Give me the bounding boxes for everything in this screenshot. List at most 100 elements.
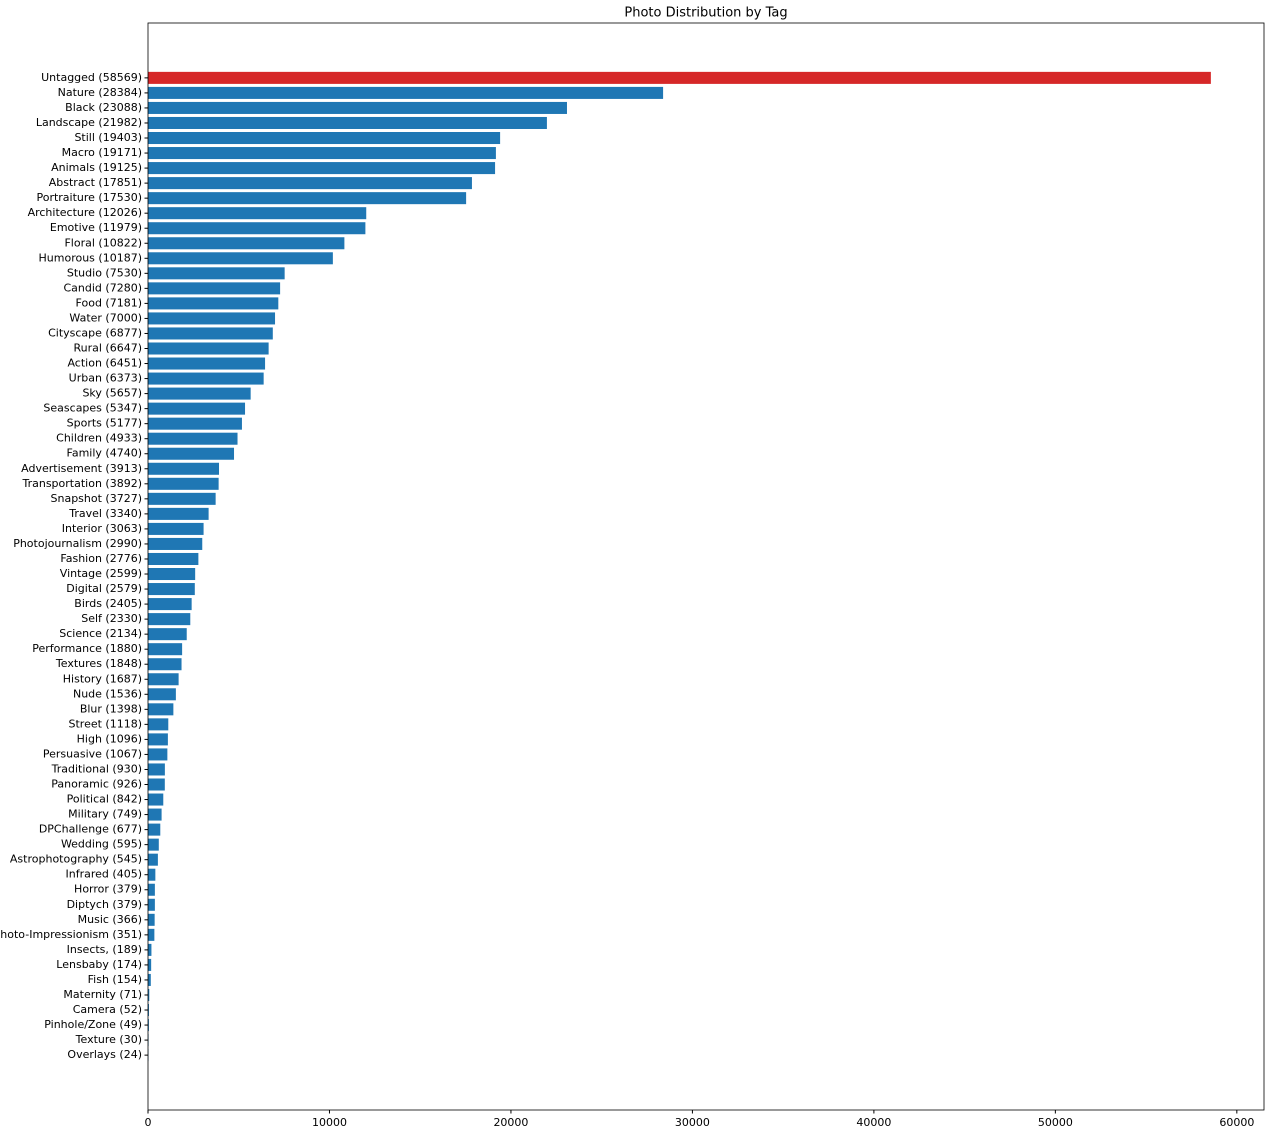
bar	[148, 598, 192, 611]
bar	[148, 988, 150, 1001]
bar	[148, 342, 269, 355]
y-tick-label: Wedding (595)	[61, 838, 142, 851]
bar	[148, 748, 168, 761]
y-tick-label: Camera (52)	[73, 1003, 142, 1016]
y-tick-label: Rural (6647)	[73, 341, 142, 354]
x-tick-label: 30000	[675, 1116, 710, 1129]
x-tick-label: 0	[145, 1116, 152, 1129]
bar	[148, 387, 251, 400]
bar	[148, 673, 179, 686]
y-tick-label: Vintage (2599)	[60, 567, 142, 580]
y-tick-label: Seascapes (5347)	[43, 402, 142, 415]
bar	[148, 282, 281, 295]
bar	[148, 658, 182, 671]
bar	[148, 853, 158, 866]
bar	[148, 132, 501, 145]
y-tick-label: Sky (5657)	[82, 387, 142, 400]
y-tick-label: DPChallenge (677)	[39, 823, 142, 836]
bar	[148, 537, 203, 550]
bar	[148, 793, 164, 806]
y-tick-label: Overlays (24)	[67, 1048, 142, 1061]
y-tick-label: Insects, (189)	[67, 943, 142, 956]
y-tick-label: Urban (6373)	[69, 372, 142, 385]
y-tick-label: Travel (3340)	[68, 507, 142, 520]
bar	[148, 71, 1211, 84]
bar	[148, 207, 367, 220]
y-tick-label: Animals (19125)	[51, 161, 142, 174]
bar	[148, 522, 204, 535]
y-tick-label: Children (4933)	[56, 432, 142, 445]
y-tick-label: Family (4740)	[67, 447, 142, 460]
bar	[148, 883, 155, 896]
bar	[148, 222, 366, 235]
bar	[148, 718, 169, 731]
y-tick-label: Horror (379)	[74, 883, 142, 896]
bar	[148, 643, 183, 656]
bar	[148, 868, 156, 881]
bar	[148, 116, 547, 129]
y-tick-label: Performance (1880)	[32, 642, 142, 655]
x-tick-label: 40000	[856, 1116, 891, 1129]
y-tick-label: Panoramic (926)	[51, 778, 142, 791]
y-tick-label: Military (749)	[68, 808, 142, 821]
y-tick-label: Food (7181)	[76, 296, 142, 309]
bar	[148, 507, 209, 520]
y-tick-label: Textures (1848)	[55, 657, 142, 670]
bar	[148, 86, 664, 99]
bar	[148, 552, 199, 565]
bar	[148, 778, 165, 791]
y-tick-label: Digital (2579)	[66, 582, 142, 595]
y-tick-label: Music (366)	[78, 913, 142, 926]
bar	[148, 688, 176, 701]
y-tick-label: Cityscape (6877)	[48, 326, 142, 339]
y-tick-label: Astrophotography (545)	[10, 853, 142, 866]
y-tick-label: Lensbaby (174)	[56, 958, 142, 971]
bar	[148, 583, 195, 596]
y-tick-label: Transportation (3892)	[21, 477, 142, 490]
bar	[148, 492, 216, 505]
y-tick-label: High (1096)	[77, 732, 142, 745]
bar	[148, 928, 155, 941]
y-tick-label: Abstract (17851)	[49, 176, 142, 189]
bar	[148, 357, 266, 370]
bar	[148, 297, 279, 310]
bar	[148, 312, 276, 325]
y-tick-label: Black (23088)	[65, 101, 142, 114]
y-tick-label: Humorous (10187)	[39, 251, 142, 264]
bar	[148, 763, 165, 776]
bar	[148, 147, 496, 160]
y-tick-label: Landscape (21982)	[36, 116, 142, 129]
y-tick-label: Birds (2405)	[74, 597, 142, 610]
y-tick-label: Self (2330)	[81, 612, 142, 625]
y-tick-label: Interior (3063)	[62, 522, 142, 535]
x-tick-label: 10000	[312, 1116, 347, 1129]
bar	[148, 703, 174, 716]
bar	[148, 973, 151, 986]
y-tick-label: Sports (5177)	[67, 417, 142, 430]
y-tick-label: Infrared (405)	[66, 868, 142, 881]
bar	[148, 838, 159, 851]
bar	[148, 177, 472, 190]
x-tick-label: 20000	[493, 1116, 528, 1129]
plot-frame	[147, 22, 1265, 1111]
bar	[148, 913, 155, 926]
bar	[148, 477, 219, 490]
bar	[148, 823, 161, 836]
bar	[148, 417, 242, 430]
y-tick-label: Water (7000)	[69, 311, 142, 324]
y-tick-label: Traditional (930)	[51, 762, 142, 775]
y-tick-label: Fish (154)	[88, 973, 142, 986]
bar	[148, 568, 196, 581]
bar	[148, 898, 155, 911]
y-tick-label: Floral (10822)	[64, 236, 142, 249]
bar	[148, 808, 162, 821]
bar	[148, 237, 345, 250]
bar	[148, 613, 191, 626]
y-tick-label: Candid (7280)	[64, 281, 143, 294]
y-tick-label: Blur (1398)	[80, 702, 142, 715]
bar	[148, 101, 567, 114]
bar	[148, 162, 496, 175]
y-tick-label: Maternity (71)	[63, 988, 142, 1001]
y-tick-label: Snapshot (3727)	[51, 492, 143, 505]
